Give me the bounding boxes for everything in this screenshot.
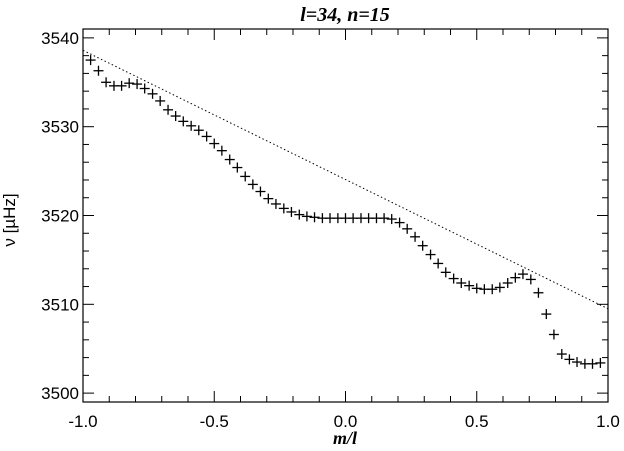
axis-ticks xyxy=(82,29,609,402)
data-point xyxy=(163,104,174,115)
data-point xyxy=(255,186,266,197)
data-point xyxy=(116,80,127,91)
data-point xyxy=(425,249,436,260)
data-point xyxy=(124,78,135,89)
series-line-layer xyxy=(82,49,609,310)
data-point xyxy=(502,277,513,288)
data-point xyxy=(394,217,405,228)
y-axis-label: ν [µHz] xyxy=(0,193,19,246)
data-point xyxy=(224,154,235,165)
data-point xyxy=(386,214,397,225)
data-point xyxy=(178,116,189,127)
y-tick-label: 3530 xyxy=(41,118,79,137)
data-point xyxy=(170,111,181,122)
data-point xyxy=(510,272,521,283)
data-point xyxy=(270,198,281,209)
data-point xyxy=(294,209,305,220)
x-tick-labels: -1.0 -0.5 0.0 0.5 1.0 xyxy=(68,412,619,431)
dotted-trend-line xyxy=(82,49,609,310)
data-point xyxy=(193,125,204,136)
data-point xyxy=(525,274,536,285)
data-point xyxy=(232,162,243,173)
data-point xyxy=(402,223,413,234)
chart-title: l=34, n=15 xyxy=(300,4,389,26)
data-point xyxy=(572,357,583,368)
data-point xyxy=(379,213,390,224)
x-tick-label: -1.0 xyxy=(68,412,97,431)
y-tick-label: 3510 xyxy=(41,295,79,314)
y-tick-labels: 3500 3510 3520 3530 3540 xyxy=(41,29,79,403)
data-point xyxy=(216,145,227,156)
data-point xyxy=(595,357,606,368)
x-tick-label: 0.5 xyxy=(465,412,489,431)
data-points xyxy=(85,55,606,369)
y-tick-label: 3520 xyxy=(41,207,79,226)
data-point xyxy=(494,282,505,293)
data-point xyxy=(240,171,251,182)
data-point xyxy=(548,329,559,340)
data-point xyxy=(139,83,150,94)
data-point xyxy=(209,138,220,149)
data-point xyxy=(301,211,312,222)
data-point xyxy=(410,231,421,242)
data-point xyxy=(517,269,528,280)
data-point xyxy=(456,277,467,288)
data-point xyxy=(278,203,289,214)
data-point xyxy=(132,79,143,90)
data-point xyxy=(556,349,567,360)
data-point xyxy=(417,240,428,251)
data-point xyxy=(247,179,258,190)
data-point xyxy=(541,309,552,320)
data-point xyxy=(93,65,104,76)
data-point xyxy=(448,273,459,284)
data-point xyxy=(564,354,575,365)
data-point xyxy=(155,95,166,106)
data-point xyxy=(286,206,297,217)
data-point xyxy=(309,212,320,223)
data-point xyxy=(201,131,212,142)
x-tick-label: 0.0 xyxy=(334,412,358,431)
data-point xyxy=(85,55,96,66)
x-tick-label: 1.0 xyxy=(596,412,620,431)
y-tick-label: 3500 xyxy=(41,384,79,403)
data-point xyxy=(186,120,197,131)
data-point xyxy=(147,88,158,99)
y-tick-label: 3540 xyxy=(41,29,79,48)
data-point xyxy=(263,193,274,204)
data-point xyxy=(440,267,451,278)
data-point xyxy=(101,77,112,88)
data-point xyxy=(471,283,482,294)
data-point xyxy=(587,358,598,369)
data-point xyxy=(464,280,475,291)
data-point xyxy=(433,258,444,269)
data-point xyxy=(487,284,498,295)
x-tick-label: -0.5 xyxy=(200,412,229,431)
data-point xyxy=(533,287,544,298)
x-axis-label: m/l xyxy=(333,428,357,448)
